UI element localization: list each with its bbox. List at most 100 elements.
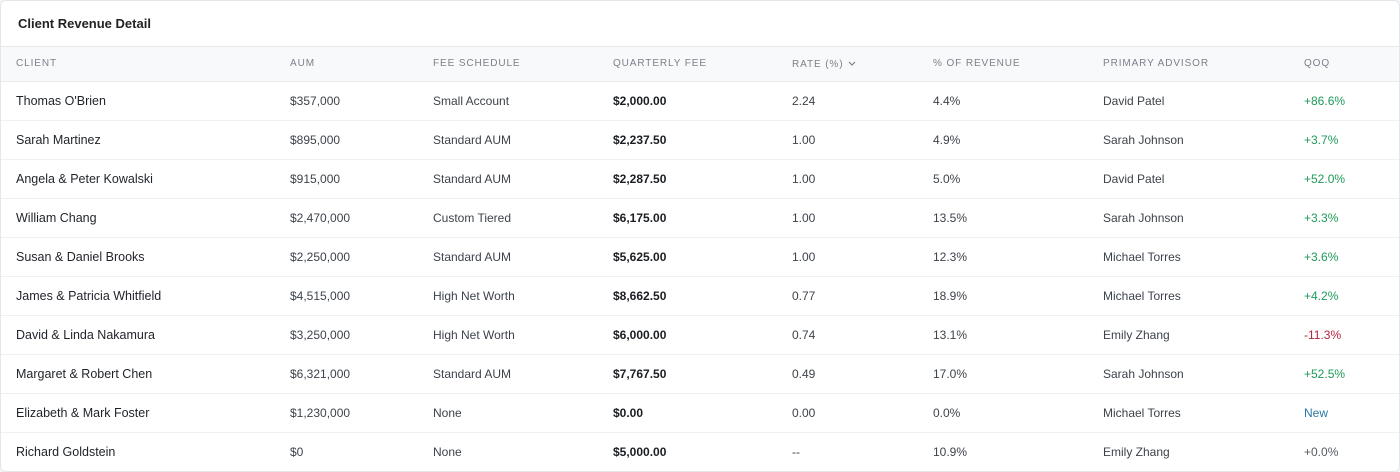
cell-fee-schedule: Custom Tiered [433, 211, 512, 225]
cell-rate: 2.24 [792, 94, 816, 108]
cell-aum: $6,321,000 [290, 367, 351, 381]
cell-qoq: +52.5% [1304, 367, 1346, 381]
cell-client: Margaret & Robert Chen [16, 367, 153, 381]
table-row[interactable]: Susan & Daniel Brooks $2,250,000 Standard … [1, 238, 1399, 277]
cell-quarterly-fee: $2,000.00 [613, 94, 667, 108]
cell-quarterly-fee: $2,237.50 [613, 133, 667, 147]
cell-fee-schedule: Standard AUM [433, 133, 512, 147]
cell-client: Thomas O'Brien [16, 94, 106, 108]
cell-advisor: Sarah Johnson [1103, 367, 1184, 381]
cell-rate: 0.77 [792, 289, 816, 303]
cell-pct-revenue: 12.3% [933, 250, 968, 264]
cell-fee-schedule: High Net Worth [433, 289, 515, 303]
cell-client: Angela & Peter Kowalski [16, 172, 153, 186]
cell-pct-revenue: 4.4% [933, 94, 961, 108]
cell-fee-schedule: Standard AUM [433, 250, 512, 264]
cell-pct-revenue: 10.9% [933, 445, 968, 459]
cell-aum: $915,000 [290, 172, 341, 186]
cell-pct-revenue: 0.0% [933, 406, 961, 420]
cell-client: Richard Goldstein [16, 445, 116, 459]
cell-pct-revenue: 5.0% [933, 172, 961, 186]
cell-advisor: Sarah Johnson [1103, 133, 1184, 147]
cell-advisor: David Patel [1103, 94, 1165, 108]
table-row[interactable]: William Chang $2,470,000 Custom Tiered $6,1… [1, 199, 1399, 238]
table-row[interactable]: David & Linda Nakamura $3,250,000 High Net… [1, 316, 1399, 355]
card-title: Client Revenue Detail [1, 1, 1399, 47]
cell-aum: $357,000 [290, 94, 341, 108]
cell-aum: $0 [290, 445, 304, 459]
cell-qoq: +3.3% [1304, 211, 1339, 225]
cell-quarterly-fee: $2,287.50 [613, 172, 667, 186]
cell-qoq: New [1304, 406, 1329, 420]
cell-qoq: +0.0% [1304, 445, 1339, 459]
cell-rate: 1.00 [792, 250, 816, 264]
cell-rate: 0.00 [792, 406, 816, 420]
cell-fee-schedule: Standard AUM [433, 172, 512, 186]
cell-aum: $4,515,000 [290, 289, 351, 303]
cell-fee-schedule: None [433, 445, 462, 459]
cell-aum: $895,000 [290, 133, 341, 147]
cell-advisor: Emily Zhang [1103, 445, 1170, 459]
cell-qoq: -11.3% [1304, 328, 1342, 342]
cell-quarterly-fee: $6,000.00 [613, 328, 667, 342]
column-header-advisor[interactable]: PRIMARY ADVISOR [1103, 58, 1209, 69]
cell-pct-revenue: 4.9% [933, 133, 961, 147]
cell-qoq: +3.7% [1304, 133, 1339, 147]
chevron-down-icon [848, 58, 856, 69]
column-header-aum[interactable]: AUM [290, 58, 315, 69]
cell-quarterly-fee: $5,000.00 [613, 445, 667, 459]
table-row[interactable]: Elizabeth & Mark Foster $1,230,000 None $0.… [1, 394, 1399, 433]
cell-advisor: Michael Torres [1103, 250, 1181, 264]
cell-quarterly-fee: $8,662.50 [613, 289, 667, 303]
cell-aum: $2,250,000 [290, 250, 351, 264]
table-row[interactable]: Sarah Martinez $895,000 Standard AUM $2,237… [1, 121, 1399, 160]
column-header-pct-revenue[interactable]: % OF REVENUE [933, 58, 1021, 69]
cell-pct-revenue: 17.0% [933, 367, 968, 381]
cell-qoq: +4.2% [1304, 289, 1339, 303]
table-body: Thomas O'Brien $357,000 Small Account $2,00… [1, 82, 1399, 471]
cell-pct-revenue: 18.9% [933, 289, 968, 303]
cell-pct-revenue: 13.5% [933, 211, 968, 225]
cell-qoq: +3.6% [1304, 250, 1339, 264]
cell-advisor: David Patel [1103, 172, 1165, 186]
cell-fee-schedule: None [433, 406, 462, 420]
cell-advisor: Michael Torres [1103, 406, 1181, 420]
cell-aum: $1,230,000 [290, 406, 351, 420]
cell-advisor: Emily Zhang [1103, 328, 1170, 342]
table-row[interactable]: Angela & Peter Kowalski $915,000 Standard … [1, 160, 1399, 199]
table-row[interactable]: Thomas O'Brien $357,000 Small Account $2,00… [1, 82, 1399, 121]
cell-aum: $2,470,000 [290, 211, 351, 225]
cell-rate: 0.74 [792, 328, 816, 342]
cell-rate: -- [792, 445, 800, 459]
cell-advisor: Sarah Johnson [1103, 211, 1184, 225]
column-header-client[interactable]: CLIENT [16, 58, 57, 69]
cell-pct-revenue: 13.1% [933, 328, 968, 342]
cell-quarterly-fee: $5,625.00 [613, 250, 667, 264]
cell-advisor: Michael Torres [1103, 289, 1181, 303]
cell-client: Susan & Daniel Brooks [16, 250, 145, 264]
column-header-quarterly-fee[interactable]: QUARTERLY FEE [613, 58, 707, 69]
cell-client: Elizabeth & Mark Foster [16, 406, 150, 420]
cell-fee-schedule: Standard AUM [433, 367, 512, 381]
cell-qoq: +52.0% [1304, 172, 1346, 186]
cell-quarterly-fee: $6,175.00 [613, 211, 667, 225]
cell-qoq: +86.6% [1304, 94, 1346, 108]
column-header-qoq[interactable]: QOQ [1304, 58, 1331, 69]
cell-rate: 1.00 [792, 211, 816, 225]
column-header-rate[interactable]: RATE (%) [792, 58, 856, 70]
cell-rate: 1.00 [792, 133, 816, 147]
cell-rate: 1.00 [792, 172, 816, 186]
cell-aum: $3,250,000 [290, 328, 351, 342]
table-row[interactable]: James & Patricia Whitfield $4,515,000 High… [1, 277, 1399, 316]
cell-quarterly-fee: $0.00 [613, 406, 644, 420]
table-row[interactable]: Richard Goldstein $0 None $5,000.00 -- 10.9% E… [1, 433, 1399, 471]
cell-client: James & Patricia Whitfield [16, 289, 162, 303]
table-row[interactable]: Margaret & Robert Chen $6,321,000 Standard… [1, 355, 1399, 394]
cell-client: David & Linda Nakamura [16, 328, 155, 342]
cell-fee-schedule: Small Account [433, 94, 510, 108]
column-header-fee-schedule[interactable]: FEE SCHEDULE [433, 58, 521, 69]
table-header: CLIENT AUM FEE SCHEDULE QUARTERLY FEE RA… [1, 47, 1399, 82]
cell-client: William Chang [16, 211, 97, 225]
cell-quarterly-fee: $7,767.50 [613, 367, 667, 381]
